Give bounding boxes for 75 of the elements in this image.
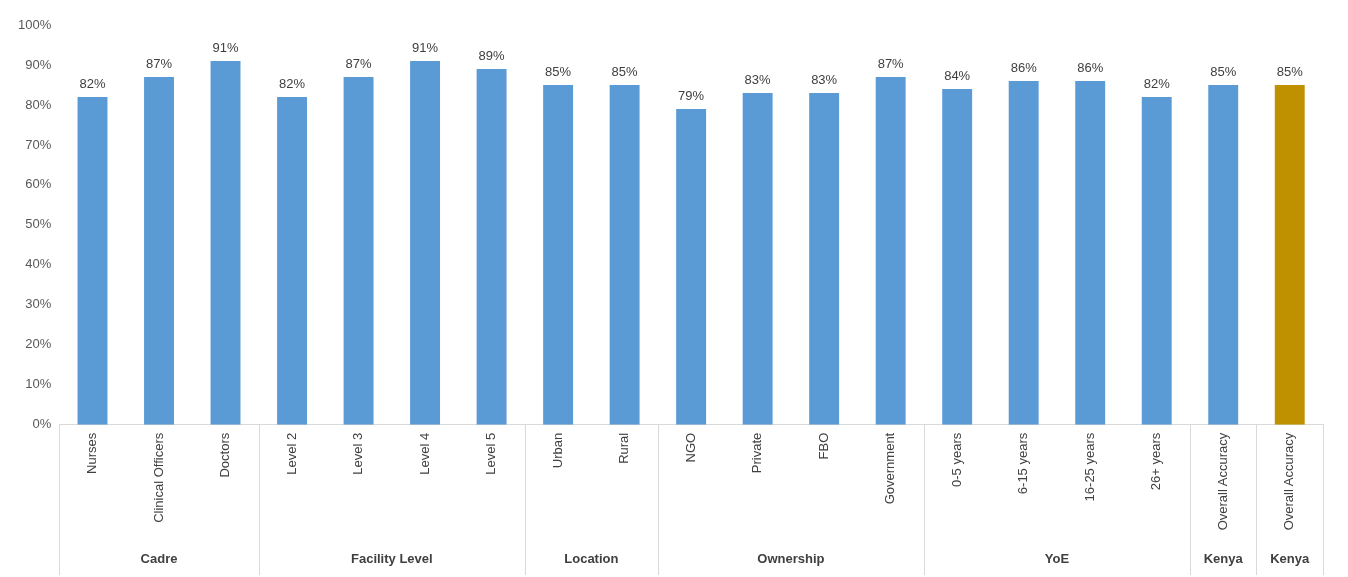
data-label: 82%	[79, 76, 106, 92]
text: YoE	[1044, 550, 1070, 566]
y-tick-label: 20%	[25, 336, 52, 352]
x-tick-label: Private	[749, 432, 765, 474]
text: Cadre	[140, 550, 178, 566]
x-tick-label: Level 4	[416, 432, 432, 475]
data-label: 86%	[1077, 60, 1104, 76]
data-label: 82%	[279, 76, 306, 92]
data-label: 87%	[345, 56, 372, 72]
data-label: 85%	[1276, 64, 1304, 80]
x-tick-label: Urban	[549, 432, 565, 469]
x-tick-label: 6-15 years	[1015, 432, 1031, 495]
x-tick-label: Nurses	[84, 432, 100, 474]
y-tick-label: 40%	[25, 256, 52, 272]
bar	[942, 88, 973, 425]
y-tick-label: 0%	[32, 416, 52, 432]
y-tick-label: 60%	[25, 176, 52, 192]
text: Ownership	[757, 550, 825, 566]
bar	[809, 92, 840, 425]
x-tick-label: Clinical Officers	[150, 432, 166, 523]
data-label: 86%	[1010, 60, 1038, 76]
bar	[144, 76, 174, 425]
bar	[277, 96, 308, 425]
data-label: 85%	[545, 64, 572, 80]
data-label: 91%	[412, 40, 439, 56]
x-tick-label: 16-25 years	[1081, 432, 1097, 502]
data-label: 83%	[744, 72, 772, 88]
y-tick-label: 50%	[25, 216, 52, 232]
y-tick-label: 80%	[25, 96, 52, 112]
x-tick-label: 26+ years	[1148, 432, 1164, 491]
x-tick-label: Level 2	[283, 432, 299, 475]
data-label: 84%	[944, 68, 971, 84]
text: Kenya	[1203, 550, 1244, 566]
bar	[77, 96, 108, 425]
y-tick-label: 90%	[25, 56, 52, 72]
data-label: 91%	[212, 40, 239, 56]
bar	[410, 60, 441, 425]
x-tick-label: FBO	[815, 432, 831, 460]
bar	[742, 92, 773, 425]
x-tick-label: Overall Accuracy	[1281, 432, 1297, 531]
bar	[1141, 96, 1172, 425]
y-tick-label: 30%	[25, 296, 52, 312]
bar	[1075, 80, 1106, 425]
x-tick-label: Overall Accuracy	[1214, 432, 1230, 531]
data-label: 85%	[611, 64, 639, 80]
x-tick-label: Doctors	[217, 432, 233, 478]
text: Location	[564, 550, 619, 566]
text: Facility Level	[350, 550, 433, 566]
x-tick-label: Level 5	[483, 432, 499, 475]
data-label: 83%	[811, 72, 838, 88]
x-tick-label: Government	[882, 432, 898, 505]
bar	[343, 76, 374, 425]
x-tick-label: 0-5 years	[948, 432, 964, 487]
bar	[875, 76, 906, 425]
bar	[543, 84, 574, 425]
data-label: 89%	[478, 48, 506, 64]
bar	[1008, 80, 1039, 425]
data-label: 87%	[877, 56, 905, 72]
x-tick-label: Level 3	[350, 432, 366, 475]
x-tick-label: NGO	[682, 432, 698, 463]
data-label: 79%	[678, 88, 705, 104]
bar	[210, 60, 241, 425]
y-tick-label: 10%	[25, 376, 52, 392]
bar	[1208, 84, 1239, 425]
x-tick-label: Rural	[616, 432, 632, 464]
bar	[609, 84, 640, 425]
data-label: 87%	[146, 56, 173, 72]
data-label: 85%	[1210, 64, 1237, 80]
bar	[676, 108, 707, 425]
bar	[1274, 84, 1305, 425]
y-tick-label: 100%	[18, 16, 52, 32]
bar	[476, 68, 507, 425]
data-label: 82%	[1143, 76, 1171, 92]
text: Kenya	[1270, 550, 1311, 566]
y-tick-label: 70%	[25, 136, 52, 152]
